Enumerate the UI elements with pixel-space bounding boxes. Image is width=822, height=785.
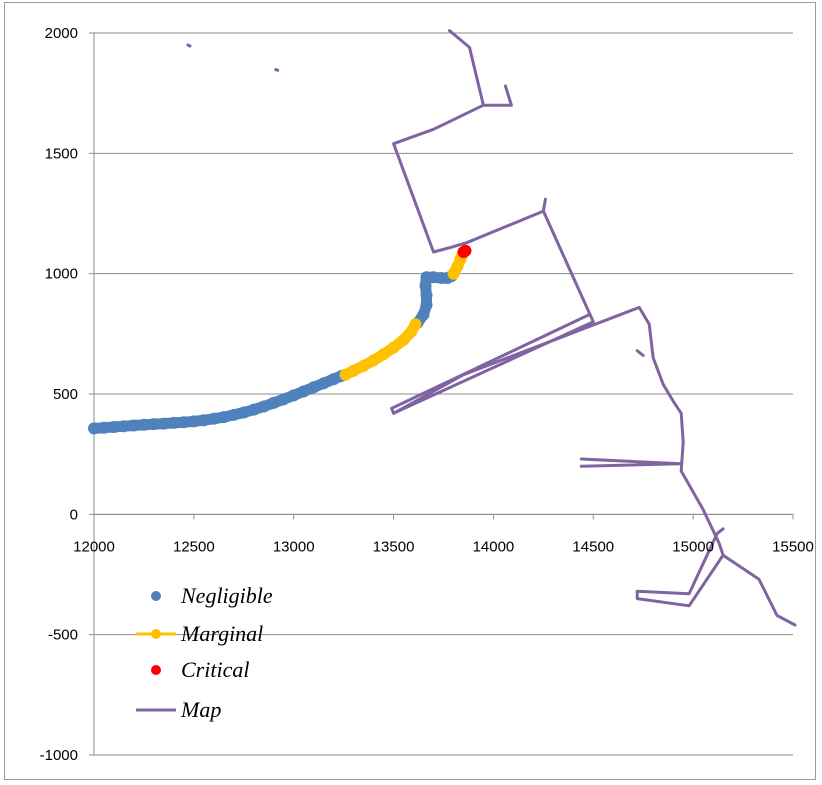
legend: Negligible Marginal Critical Map xyxy=(136,583,368,722)
legend-background xyxy=(138,666,368,689)
y-tick-label: 1500 xyxy=(45,145,78,162)
legend-marker-marginal xyxy=(151,629,161,639)
map-line-segment-1 xyxy=(392,103,485,254)
x-tick-label: 14000 xyxy=(473,538,515,555)
map-line-segment-9 xyxy=(274,68,280,72)
grid-lines xyxy=(94,32,793,756)
x-tick-label: 12000 xyxy=(73,538,115,555)
x-tick-label: 13000 xyxy=(273,538,315,555)
legend-marker-negligible xyxy=(151,591,161,601)
legend-label-marginal: Marginal xyxy=(180,621,263,646)
map-line-segment-5 xyxy=(579,457,683,468)
x-tick-label: 15000 xyxy=(672,538,714,555)
y-tick-label: -1000 xyxy=(40,747,78,764)
map-line-segment-4 xyxy=(392,305,797,627)
map-line-segment-0 xyxy=(448,29,513,107)
x-tick-label: 15500 xyxy=(772,538,814,555)
legend-label-critical: Critical xyxy=(181,657,249,682)
y-tick-label: 0 xyxy=(70,506,78,523)
y-tick-label: 1000 xyxy=(45,266,78,283)
y-tick-label: 500 xyxy=(53,386,78,403)
x-tick-label: 14500 xyxy=(572,538,614,555)
tick-labels: -1000 -500 0 500 1000 1500 2000 12000 12500 13000… xyxy=(40,25,814,764)
map-line-segment-7 xyxy=(635,527,725,608)
legend-label-negligible: Negligible xyxy=(180,583,273,608)
map-line-segment-6 xyxy=(635,349,645,357)
critical-trace-0 xyxy=(458,245,471,258)
x-tick-label: 12500 xyxy=(173,538,215,555)
marginal-trace-0 xyxy=(340,318,421,381)
axes xyxy=(89,32,794,756)
marginal-points xyxy=(339,248,469,381)
legend-marker-critical xyxy=(151,665,161,675)
point-series xyxy=(88,244,472,435)
map-line-segment-2 xyxy=(466,197,547,244)
x-tick-label: 13500 xyxy=(373,538,415,555)
map-series xyxy=(186,29,797,627)
legend-label-map: Map xyxy=(180,697,221,722)
y-tick-label: -500 xyxy=(48,627,78,644)
chart-frame xyxy=(4,2,816,780)
map-line-segment-8 xyxy=(186,43,192,48)
negligible-trace-0 xyxy=(88,370,348,434)
critical-points xyxy=(457,244,472,258)
y-tick-label: 2000 xyxy=(45,25,78,42)
negligible-trace-1 xyxy=(412,270,457,329)
